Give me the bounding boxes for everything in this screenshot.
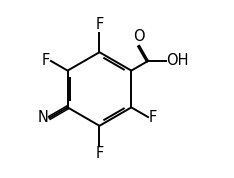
Text: O: O bbox=[133, 29, 145, 44]
Text: F: F bbox=[149, 109, 157, 125]
Text: N: N bbox=[38, 110, 48, 125]
Text: OH: OH bbox=[166, 53, 189, 69]
Text: F: F bbox=[42, 53, 50, 69]
Text: F: F bbox=[95, 17, 104, 32]
Text: F: F bbox=[95, 146, 104, 161]
